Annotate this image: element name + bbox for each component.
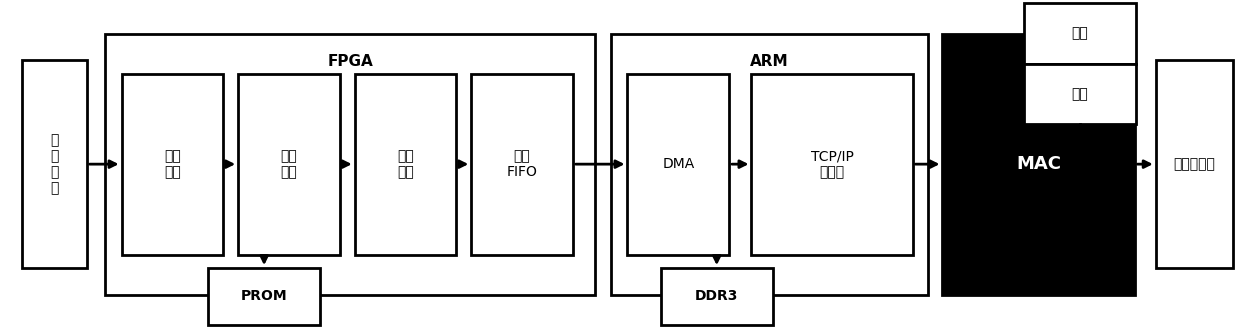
Text: DDR3: DDR3	[696, 289, 738, 304]
Text: 数据
处理: 数据 处理	[397, 149, 414, 179]
Text: PROM: PROM	[241, 289, 288, 304]
Bar	[22, 60, 87, 268]
Bar	[471, 74, 573, 255]
Bar	[238, 74, 340, 255]
Bar	[611, 34, 928, 295]
Text: 外
部
接
口: 外 部 接 口	[51, 133, 58, 195]
Bar	[751, 74, 913, 255]
Bar	[1156, 60, 1233, 268]
Text: 高速
FIFO: 高速 FIFO	[507, 149, 537, 179]
Text: 电源: 电源	[1071, 87, 1089, 101]
Bar	[942, 34, 1135, 295]
Bar	[208, 268, 320, 325]
Text: TCP/IP
协议栈: TCP/IP 协议栈	[811, 149, 853, 179]
Bar	[1024, 3, 1136, 64]
Text: ARM: ARM	[750, 54, 789, 69]
Bar	[1024, 64, 1136, 124]
Text: 千兆以太网: 千兆以太网	[1173, 157, 1215, 171]
Text: 数据
同步: 数据 同步	[280, 149, 298, 179]
Bar	[105, 34, 595, 295]
Bar	[661, 268, 773, 325]
Bar	[627, 74, 729, 255]
Text: DMA: DMA	[662, 157, 694, 171]
Text: FPGA: FPGA	[327, 54, 373, 69]
Text: 时钟: 时钟	[1071, 26, 1089, 41]
Text: 数据
解码: 数据 解码	[164, 149, 181, 179]
Bar	[122, 74, 223, 255]
Text: MAC: MAC	[1016, 155, 1061, 173]
Bar	[355, 74, 456, 255]
